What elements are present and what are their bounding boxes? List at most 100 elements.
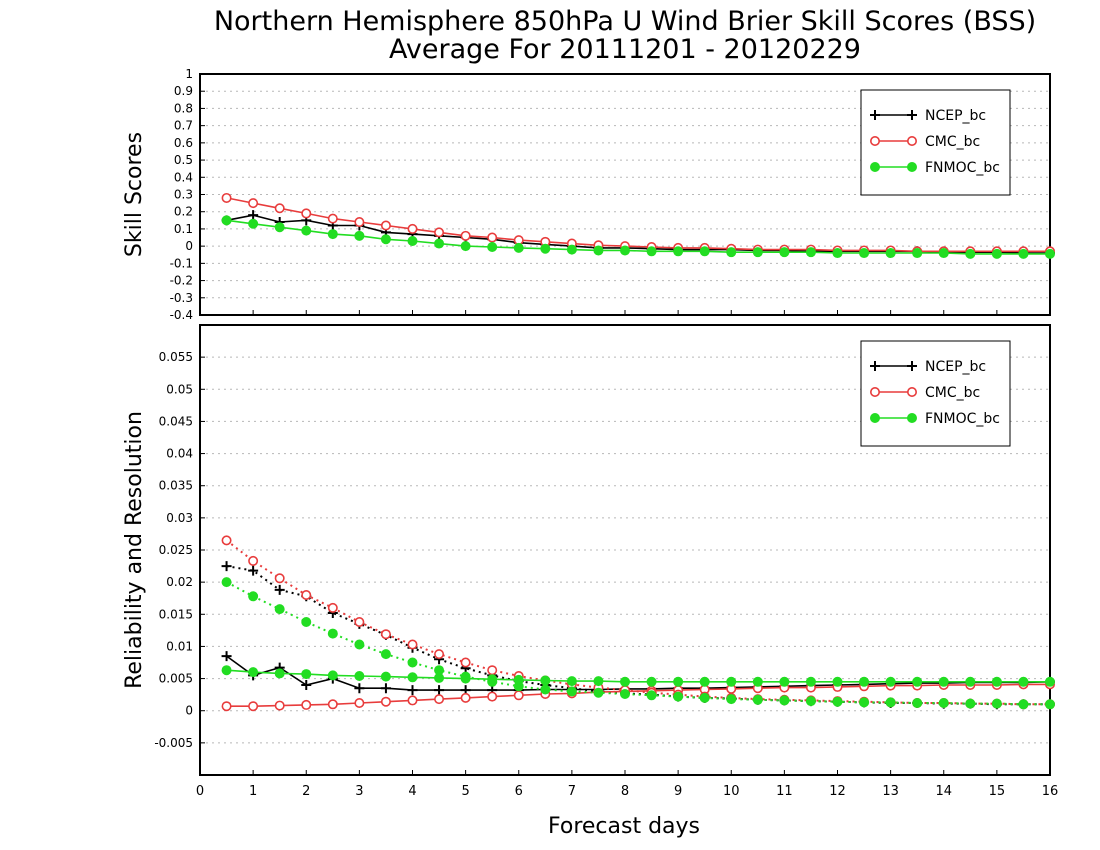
- y-tick-label: 0.4: [174, 170, 193, 184]
- data-point-CMC_bc: [274, 573, 285, 584]
- data-point-FNMOC_bc: [699, 692, 710, 703]
- data-point-FNMOC_bc: [407, 657, 418, 668]
- y-tick-label: 0.04: [166, 447, 193, 461]
- y-tick-label: 0.6: [174, 136, 193, 150]
- y-tick-label: 0.035: [159, 479, 193, 493]
- data-point-FNMOC_bc: [540, 243, 551, 254]
- data-point-FNMOC_bc: [487, 676, 498, 687]
- bottom-y-axis-label: Reliability and Resolution: [122, 411, 147, 689]
- data-point-FNMOC_bc: [566, 676, 577, 687]
- data-point-FNMOC_bc: [221, 215, 232, 226]
- legend-marker-CMC_bc: [906, 136, 917, 147]
- data-point-FNMOC_bc: [380, 649, 391, 660]
- data-point-FNMOC_bc: [327, 229, 338, 240]
- data-point-FNMOC_bc: [938, 698, 949, 708]
- data-point-CMC_bc: [487, 665, 498, 676]
- bottom-plot-frame: [199, 324, 1051, 776]
- data-point-FNMOC_bc: [912, 248, 923, 259]
- data-point-CMC_bc: [407, 639, 418, 650]
- chart-subtitle: Average For 20111201 - 20120229: [389, 34, 861, 65]
- data-point-FNMOC_bc: [1018, 676, 1029, 687]
- data-point-CMC_bc: [513, 690, 524, 701]
- data-point-FNMOC_bc: [991, 698, 1002, 709]
- top-plot-frame: [199, 73, 1051, 316]
- data-point-FNMOC_bc: [248, 591, 259, 602]
- data-point-FNMOC_bc: [301, 669, 312, 680]
- y-tick-label: 0: [185, 239, 193, 253]
- data-point-FNMOC_bc: [460, 671, 471, 682]
- bottom-panel: -0.005 0 0.005 0.01 0.015 0.02 0.025 0.03 0.035 0…: [122, 324, 1058, 799]
- data-point-CMC_bc: [248, 701, 259, 712]
- y-tick-label: 0.9: [174, 84, 193, 98]
- data-point-CMC_bc: [221, 701, 232, 712]
- data-point-FNMOC_bc: [487, 242, 498, 253]
- data-point-FNMOC_bc: [1045, 699, 1055, 710]
- data-point-FNMOC_bc: [965, 698, 976, 709]
- data-point-NCEP_bc: [221, 651, 232, 662]
- data-point-FNMOC_bc: [407, 235, 418, 246]
- x-axis-label: Forecast days: [548, 814, 700, 839]
- data-point-FNMOC_bc: [726, 694, 737, 705]
- y-tick-label: 0.5: [174, 153, 193, 167]
- legend-marker-CMC_bc: [869, 136, 880, 147]
- data-point-FNMOC_bc: [832, 696, 843, 707]
- data-point-FNMOC_bc: [646, 676, 657, 687]
- data-point-FNMOC_bc: [301, 225, 312, 236]
- data-point-CMC_bc: [380, 220, 391, 231]
- legend-label-CMC_bc: CMC_bc: [925, 385, 980, 401]
- data-point-CMC_bc: [407, 695, 418, 706]
- y-tick-label: -0.4: [170, 308, 193, 322]
- data-point-FNMOC_bc: [593, 687, 604, 698]
- legend-label-NCEP_bc: NCEP_bc: [925, 108, 986, 124]
- data-point-CMC_bc: [460, 657, 471, 668]
- data-point-FNMOC_bc: [832, 676, 843, 687]
- data-point-FNMOC_bc: [805, 247, 816, 258]
- y-tick-label: -0.005: [154, 736, 193, 750]
- data-point-FNMOC_bc: [965, 248, 976, 259]
- data-point-FNMOC_bc: [885, 248, 896, 259]
- x-tick-label: 11: [776, 784, 793, 799]
- data-point-CMC_bc: [248, 555, 259, 566]
- legend-marker-CMC_bc: [906, 386, 917, 397]
- x-tick-label: 9: [674, 784, 682, 799]
- x-tick-label: 4: [408, 784, 416, 799]
- bottom-legend: [860, 340, 1011, 447]
- data-point-FNMOC_bc: [673, 676, 684, 687]
- data-point-FNMOC_bc: [859, 697, 870, 708]
- top-panel: -0.4 -0.3 -0.2 -0.1 0 0.1 0.2 0.3 0.4 0.5 0.6 0.7 0.…: [122, 67, 1056, 322]
- legend-label-FNMOC_bc: FNMOC_bc: [925, 160, 1000, 176]
- data-point-FNMOC_bc: [912, 676, 923, 687]
- data-point-FNMOC_bc: [620, 245, 630, 256]
- data-point-FNMOC_bc: [407, 672, 418, 683]
- data-point-NCEP_bc: [434, 685, 445, 696]
- x-tick-label: 0: [196, 784, 204, 799]
- data-point-FNMOC_bc: [620, 689, 630, 699]
- data-point-FNMOC_bc: [540, 684, 551, 695]
- data-point-FNMOC_bc: [859, 248, 870, 259]
- data-point-FNMOC_bc: [566, 686, 577, 697]
- x-tick-label: 7: [568, 784, 576, 799]
- legend-marker-NCEP_bc: [870, 361, 880, 371]
- y-tick-label: 0.005: [159, 672, 193, 686]
- legend-marker-NCEP_bc: [907, 110, 917, 120]
- legend-label-CMC_bc: CMC_bc: [925, 134, 980, 150]
- data-point-FNMOC_bc: [779, 676, 790, 687]
- data-point-FNMOC_bc: [248, 667, 259, 678]
- data-point-FNMOC_bc: [566, 244, 577, 255]
- data-point-FNMOC_bc: [1018, 248, 1029, 259]
- data-point-NCEP_bc: [407, 685, 418, 696]
- y-tick-label: -0.2: [170, 274, 193, 288]
- y-tick-label: 0.02: [166, 575, 193, 589]
- y-tick-label: 0.8: [174, 101, 193, 115]
- y-tick-label: 0: [185, 704, 193, 718]
- data-point-FNMOC_bc: [354, 671, 365, 681]
- legend-marker-NCEP_bc: [907, 361, 917, 371]
- data-point-CMC_bc: [487, 691, 498, 702]
- x-tick-label: 10: [723, 784, 740, 799]
- x-tick-label: 1: [249, 784, 257, 799]
- data-point-FNMOC_bc: [513, 242, 524, 253]
- data-point-FNMOC_bc: [726, 247, 737, 258]
- x-tick-label: 5: [461, 784, 469, 799]
- data-point-FNMOC_bc: [593, 245, 604, 256]
